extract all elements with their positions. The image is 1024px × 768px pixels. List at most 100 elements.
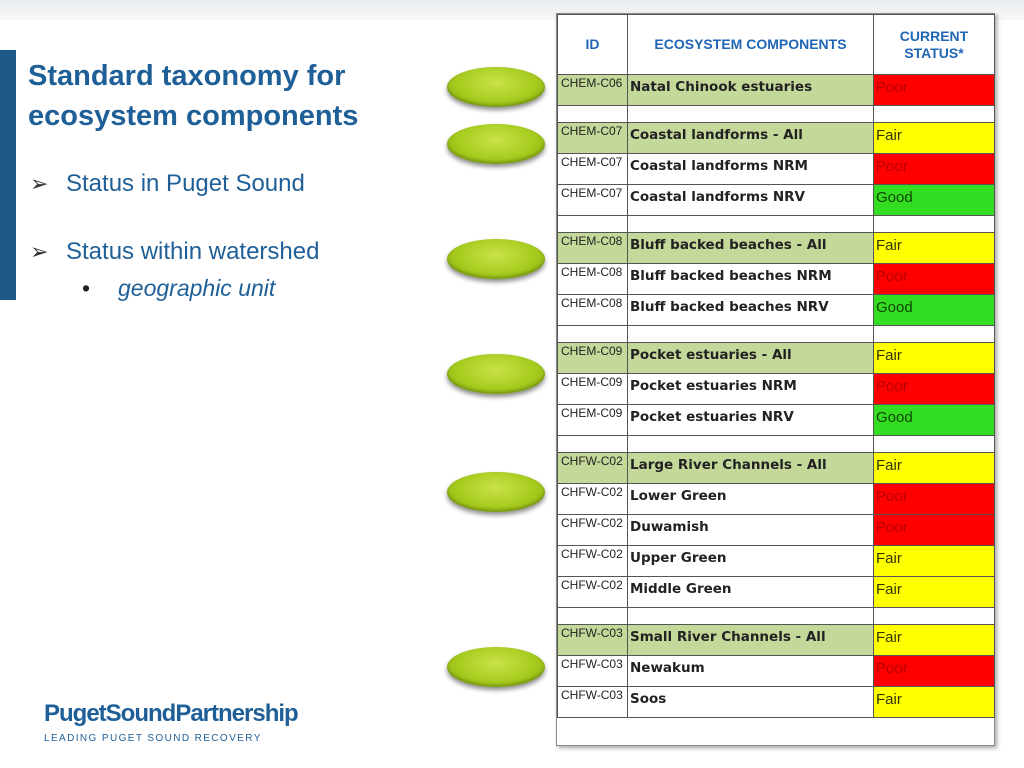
table-row: CHEM-C06 Natal Chinook estuaries Poor [557,74,995,106]
spacer-cell [873,215,995,233]
cell-status: Poor [873,655,995,687]
cell-component: Pocket estuaries NRM [627,373,874,405]
table-row: CHEM-C08 Bluff backed beaches NRV Good [557,294,995,326]
spacer-row [557,215,995,233]
cell-status: Fair [873,452,995,484]
cell-id: CHEM-C09 [557,342,628,374]
cell-component: Coastal landforms NRM [627,153,874,185]
cell-component: Bluff backed beaches NRM [627,263,874,295]
spacer-cell [627,325,874,343]
cell-component: Pocket estuaries - All [627,342,874,374]
cell-id: CHFW-C03 [557,624,628,656]
cell-status: Fair [873,342,995,374]
bullet-puget-sound: ➢ Status in Puget Sound [30,170,305,198]
table-row: CHFW-C02 Large River Channels - All Fair [557,452,995,484]
cell-id: CHEM-C09 [557,404,628,436]
cell-status: Poor [873,263,995,295]
cell-status: Fair [873,576,995,608]
cell-status: Fair [873,545,995,577]
table-row: CHEM-C08 Bluff backed beaches - All Fair [557,232,995,264]
table-row: CHFW-C02 Middle Green Fair [557,576,995,608]
table-row: CHEM-C08 Bluff backed beaches NRM Poor [557,263,995,295]
spacer-cell [557,325,628,343]
cell-id: CHFW-C02 [557,452,628,484]
cell-status: Good [873,184,995,216]
cell-component: Lower Green [627,483,874,515]
cell-id: CHEM-C08 [557,263,628,295]
spacer-row [557,105,995,123]
table-row: CHEM-C09 Pocket estuaries - All Fair [557,342,995,374]
logo-tagline: LEADING PUGET SOUND RECOVERY [44,733,262,744]
status-table-container: ID ECOSYSTEM COMPONENTS CURRENT STATUS* … [556,13,995,746]
spacer-row [557,325,995,343]
cell-status: Fair [873,624,995,656]
arrow-bullet-icon: ➢ [30,171,49,196]
green-oval-marker [447,124,545,164]
cell-id: CHFW-C03 [557,655,628,687]
spacer-cell [627,607,874,625]
cell-id: CHEM-C09 [557,373,628,405]
sub-bullet-geographic-unit: • geographic unit [82,275,275,302]
cell-status: Poor [873,514,995,546]
cell-status: Fair [873,686,995,718]
cell-id: CHEM-C08 [557,294,628,326]
spacer-cell [627,435,874,453]
cell-component: Bluff backed beaches NRV [627,294,874,326]
spacer-row [557,607,995,625]
cell-status: Good [873,404,995,436]
cell-component: Coastal landforms - All [627,122,874,154]
cell-component: Middle Green [627,576,874,608]
bullet-text: Status in Puget Sound [66,170,305,197]
cell-id: CHFW-C02 [557,545,628,577]
status-table: ID ECOSYSTEM COMPONENTS CURRENT STATUS* … [557,14,995,718]
cell-component: Upper Green [627,545,874,577]
cell-status: Poor [873,153,995,185]
cell-component: Newakum [627,655,874,687]
spacer-cell [873,325,995,343]
cell-id: CHFW-C02 [557,483,628,515]
table-row: CHEM-C07 Coastal landforms NRV Good [557,184,995,216]
cell-component: Natal Chinook estuaries [627,74,874,106]
table-row: CHFW-C02 Duwamish Poor [557,514,995,546]
spacer-cell [557,105,628,123]
green-oval-marker [447,647,545,687]
spacer-cell [557,215,628,233]
table-row: CHEM-C09 Pocket estuaries NRV Good [557,404,995,436]
spacer-cell [873,607,995,625]
table-row: CHFW-C02 Lower Green Poor [557,483,995,515]
cell-status: Poor [873,74,995,106]
spacer-cell [873,105,995,123]
cell-id: CHFW-C02 [557,576,628,608]
bullet-watershed: ➢ Status within watershed [30,238,319,266]
dot-bullet-icon: • [82,275,91,301]
cell-component: Pocket estuaries NRV [627,404,874,436]
cell-component: Small River Channels - All [627,624,874,656]
cell-id: CHEM-C07 [557,184,628,216]
cell-status: Poor [873,483,995,515]
table-row: CHEM-C07 Coastal landforms - All Fair [557,122,995,154]
cell-id: CHEM-C07 [557,153,628,185]
spacer-cell [873,435,995,453]
header-current-status: CURRENT STATUS* [873,14,995,75]
cell-status: Fair [873,232,995,264]
cell-component: Coastal landforms NRV [627,184,874,216]
cell-id: CHEM-C07 [557,122,628,154]
accent-bar [0,50,16,300]
cell-status: Good [873,294,995,326]
spacer-cell [627,215,874,233]
spacer-cell [557,607,628,625]
header-ecosystem-components: ECOSYSTEM COMPONENTS [627,14,874,75]
cell-status: Fair [873,122,995,154]
sub-bullet-text: geographic unit [118,275,276,301]
table-row: CHFW-C03 Small River Channels - All Fair [557,624,995,656]
green-oval-marker [447,354,545,394]
cell-component: Bluff backed beaches - All [627,232,874,264]
cell-component: Soos [627,686,874,718]
arrow-bullet-icon: ➢ [30,239,49,264]
cell-id: CHEM-C08 [557,232,628,264]
cell-component: Duwamish [627,514,874,546]
spacer-row [557,435,995,453]
table-row: CHFW-C02 Upper Green Fair [557,545,995,577]
table-row: CHFW-C03 Newakum Poor [557,655,995,687]
bullet-text: Status within watershed [66,238,320,265]
